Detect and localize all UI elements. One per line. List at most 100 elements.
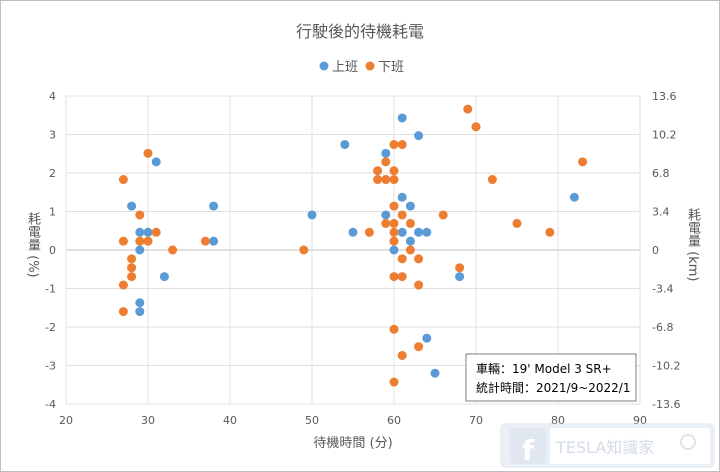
data-point-xia-ban (389, 272, 399, 282)
data-point-xia-ban (405, 218, 415, 228)
data-point-xia-ban (135, 236, 145, 246)
y2-tick-label: -10.2 (652, 360, 680, 373)
data-point-shang-ban (143, 227, 153, 237)
y2-tick-label: 3.4 (652, 206, 670, 219)
data-point-xia-ban (118, 280, 128, 290)
data-point-xia-ban (389, 201, 399, 211)
y2-tick-label: 10.2 (652, 129, 677, 142)
data-point-xia-ban (389, 166, 399, 176)
data-point-shang-ban (422, 333, 432, 343)
data-point-shang-ban (397, 227, 407, 237)
data-point-xia-ban (397, 210, 407, 220)
y-tick-label: 0 (49, 244, 56, 257)
data-point-xia-ban (463, 104, 473, 114)
y2-tick-label: -6.8 (652, 321, 673, 334)
data-point-shang-ban (348, 227, 358, 237)
data-point-xia-ban (389, 175, 399, 185)
data-point-xia-ban (127, 254, 137, 264)
data-point-shang-ban (569, 192, 579, 202)
data-point-shang-ban (159, 272, 169, 282)
data-point-shang-ban (405, 236, 415, 246)
data-point-shang-ban (340, 140, 350, 150)
x-axis-label: 待機時間 (分) (313, 436, 392, 451)
data-point-shang-ban (151, 157, 161, 167)
x-tick-label: 50 (305, 414, 319, 427)
data-point-xia-ban (389, 218, 399, 228)
watermark: f TESLA知識家 (500, 423, 715, 468)
x-tick-label: 60 (387, 414, 401, 427)
data-point-xia-ban (389, 324, 399, 334)
data-point-shang-ban (389, 245, 399, 255)
data-point-shang-ban (307, 210, 317, 220)
legend-marker-0 (319, 61, 329, 71)
data-point-shang-ban (135, 245, 145, 255)
data-point-shang-ban (209, 236, 219, 246)
data-point-xia-ban (143, 148, 153, 158)
data-point-xia-ban (438, 210, 448, 220)
x-tick-label: 30 (141, 414, 155, 427)
chart-title: 行駛後的待機耗電 (296, 22, 424, 41)
data-point-xia-ban (389, 140, 399, 150)
data-point-xia-ban (373, 166, 383, 176)
data-point-shang-ban (135, 307, 145, 317)
data-point-xia-ban (364, 227, 374, 237)
data-point-shang-ban (209, 201, 219, 211)
y2-tick-label: 0 (652, 244, 659, 257)
data-point-xia-ban (455, 263, 465, 273)
data-point-xia-ban (135, 210, 145, 220)
data-point-xia-ban (397, 350, 407, 360)
data-point-shang-ban (127, 201, 137, 211)
y2-axis-label: 耗電量 (km) (685, 208, 700, 282)
data-point-xia-ban (487, 175, 497, 185)
data-point-xia-ban (545, 227, 555, 237)
data-point-shang-ban (414, 131, 424, 141)
data-point-xia-ban (578, 157, 588, 167)
y-tick-label: -3 (45, 360, 56, 373)
data-point-xia-ban (127, 263, 137, 273)
data-point-shang-ban (135, 227, 145, 237)
data-point-xia-ban (143, 236, 153, 246)
y-tick-label: 2 (49, 167, 56, 180)
data-point-xia-ban (389, 227, 399, 237)
data-point-xia-ban (381, 218, 391, 228)
annotation-box: 車輛：19' Model 3 SR+ 統計時間：2021/9~2022/1 (465, 353, 637, 402)
watermark-text: TESLA知識家 (555, 438, 654, 457)
y2-tick-label: 6.8 (652, 167, 670, 180)
data-point-xia-ban (414, 280, 424, 290)
legend-label-1: 下班 (378, 60, 404, 75)
annotation-line-2: 統計時間：2021/9~2022/1 (476, 380, 631, 395)
data-point-xia-ban (168, 245, 178, 255)
data-point-xia-ban (381, 175, 391, 185)
data-point-shang-ban (135, 298, 145, 308)
data-point-xia-ban (373, 175, 383, 185)
data-point-xia-ban (471, 122, 481, 132)
data-point-shang-ban (414, 227, 424, 237)
legend: 上班 下班 (319, 60, 404, 75)
y-tick-label: -4 (45, 398, 56, 411)
y2-tick-label: -13.6 (652, 398, 680, 411)
data-point-xia-ban (389, 236, 399, 246)
search-icon (680, 434, 696, 450)
annotation-line-1: 車輛：19' Model 3 SR+ (476, 362, 612, 376)
data-point-xia-ban (151, 227, 161, 237)
data-point-shang-ban (422, 227, 432, 237)
facebook-icon: f (522, 434, 535, 467)
data-point-shang-ban (381, 210, 391, 220)
data-point-xia-ban (397, 272, 407, 282)
data-point-shang-ban (381, 148, 391, 158)
y-axis-label: 耗電量 (%) (25, 212, 40, 278)
legend-marker-1 (365, 61, 375, 71)
legend-label-0: 上班 (332, 60, 358, 75)
y2-tick-label: -3.4 (652, 283, 673, 296)
data-point-xia-ban (397, 140, 407, 150)
y2-tick-label: 13.6 (652, 90, 677, 103)
data-point-xia-ban (118, 307, 128, 317)
y-tick-label: 3 (49, 129, 56, 142)
data-point-xia-ban (381, 157, 391, 167)
data-point-xia-ban (118, 175, 128, 185)
data-point-xia-ban (397, 254, 407, 264)
data-point-xia-ban (414, 254, 424, 264)
x-tick-label: 80 (551, 414, 565, 427)
x-tick-label: 90 (633, 414, 647, 427)
